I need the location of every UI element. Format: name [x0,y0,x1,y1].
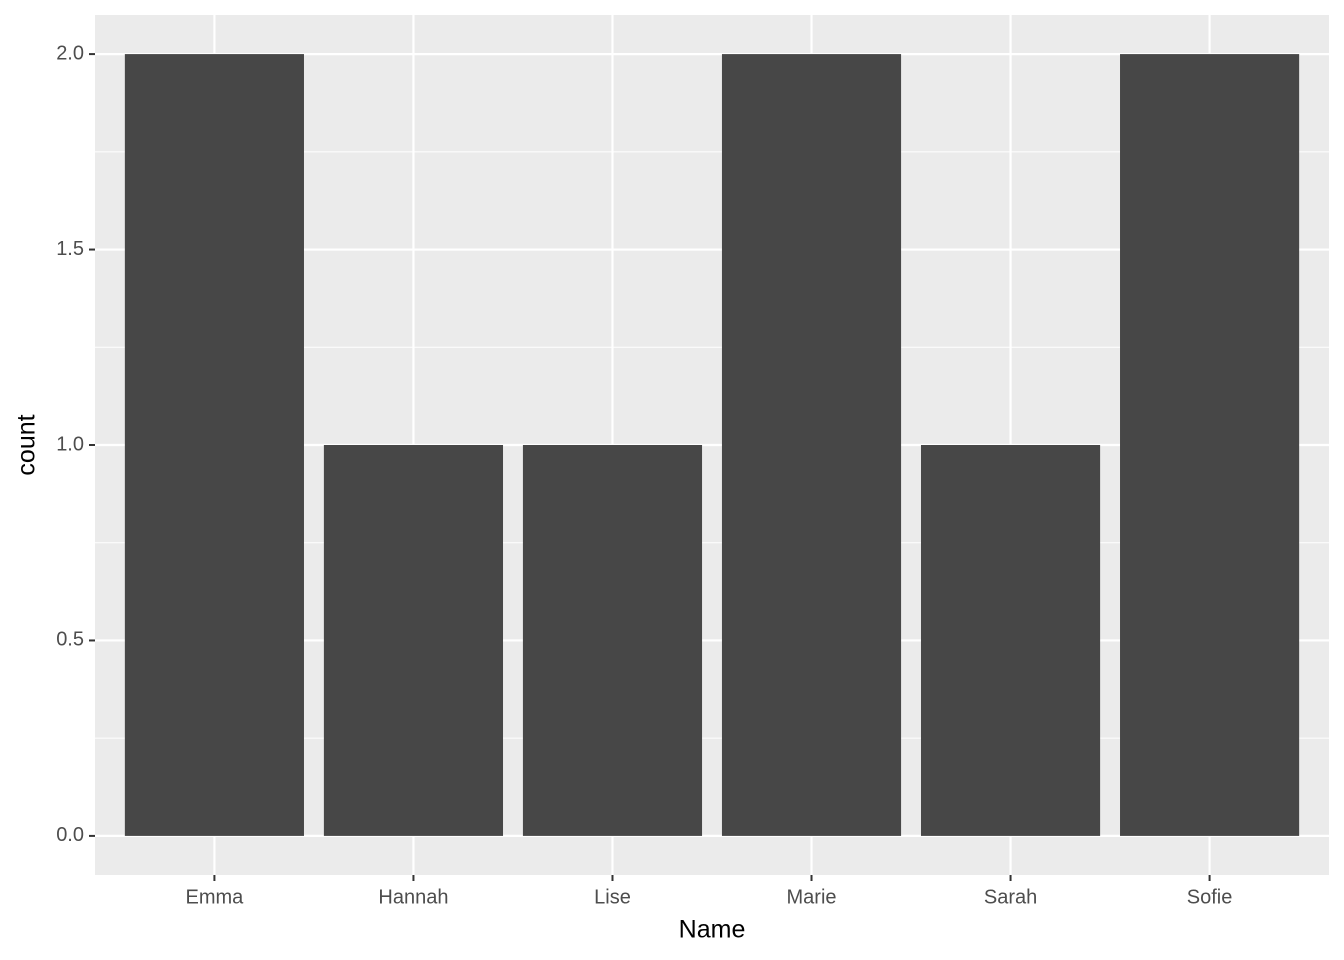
y-tick-label: 2.0 [56,42,84,64]
x-tick-label: Marie [787,886,837,908]
y-tick-label: 0.5 [56,629,84,651]
x-axis-title: Name [679,916,746,944]
y-tick-label: 1.5 [56,238,84,260]
bar [522,445,703,836]
y-tick-label: 1.0 [56,433,84,455]
bar [323,445,504,836]
y-axis-title: count [13,414,41,475]
x-tick-label: Emma [186,886,245,908]
bar [124,54,304,836]
bar [1120,54,1300,836]
x-tick-label: Lise [594,886,631,908]
bar [920,445,1101,836]
marks [124,54,1300,836]
x-tick-label: Sofie [1187,886,1233,908]
x-tick-label: Hannah [378,886,448,908]
bar [721,54,902,836]
y-tick-label: 0.0 [56,824,84,846]
x-tick-label: Sarah [984,886,1037,908]
